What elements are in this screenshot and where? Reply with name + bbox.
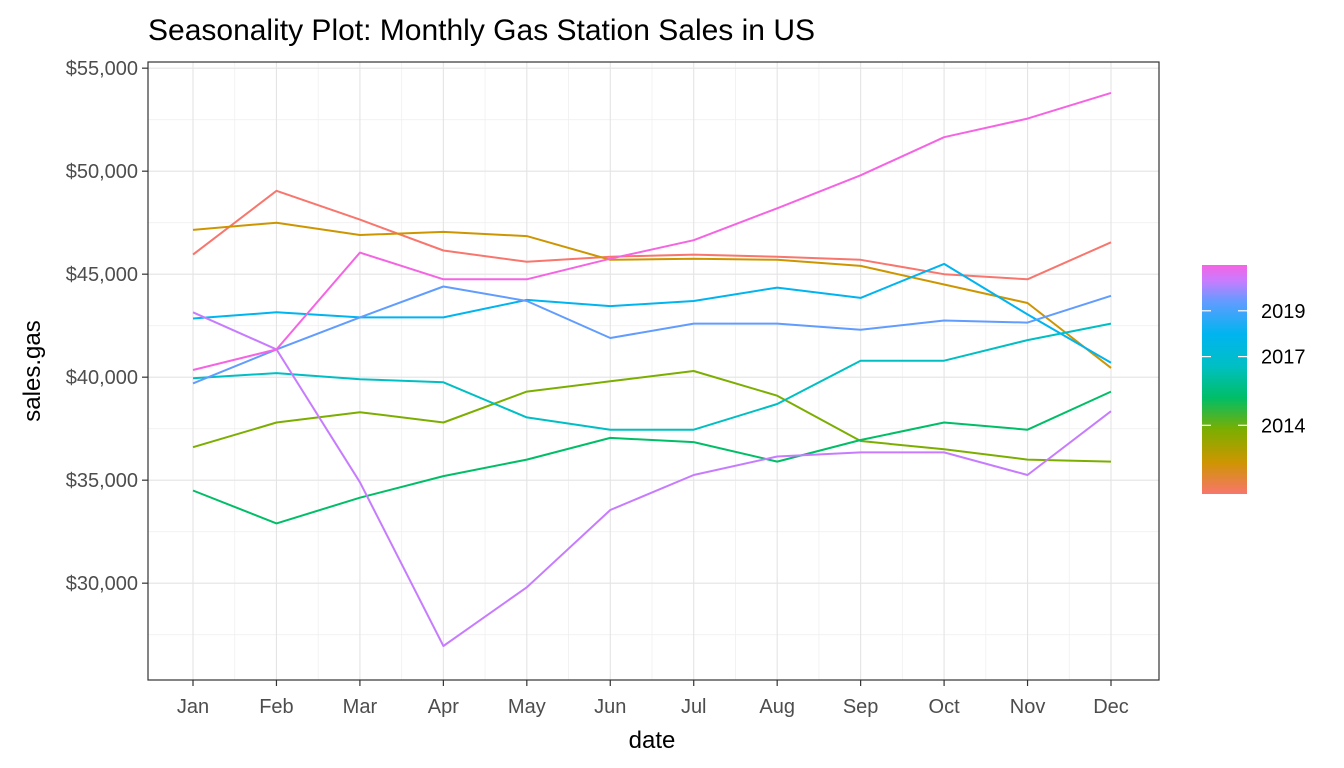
x-tick-label: Feb xyxy=(259,696,293,718)
series-lines xyxy=(192,91,1112,647)
x-tick-label: Jun xyxy=(594,696,626,718)
x-tick-label: Mar xyxy=(343,696,378,718)
series-line-6 xyxy=(192,262,1112,364)
series-line-9 xyxy=(192,91,1112,371)
x-tick-label: Sep xyxy=(843,696,879,718)
legend-tick-label: 2014 xyxy=(1261,415,1306,437)
x-tick-label: Jul xyxy=(681,696,707,718)
x-tick-label: Apr xyxy=(428,696,459,718)
x-tick-label: Nov xyxy=(1010,696,1046,718)
series-line-5 xyxy=(192,322,1112,431)
y-axis: $30,000 $35,000 $40,000 $45,000 $50,000 $55,0… xyxy=(66,58,148,595)
x-tick-label: Dec xyxy=(1093,696,1129,718)
colorbar xyxy=(1202,265,1247,494)
legend-tick-label: 2019 xyxy=(1261,301,1306,323)
chart-title: Seasonality Plot: Monthly Gas Station Sa… xyxy=(148,14,815,47)
x-tick-label: Aug xyxy=(759,696,795,718)
y-tick-label: $45,000 xyxy=(66,264,138,286)
series-line-7 xyxy=(192,285,1112,385)
x-tick-label: May xyxy=(508,696,546,718)
y-tick-label: $30,000 xyxy=(66,573,138,595)
series-line-2 xyxy=(192,221,1112,369)
color-legend: 2014 2017 2019 xyxy=(1202,265,1306,494)
y-tick-label: $55,000 xyxy=(66,58,138,80)
y-axis-title: sales.gas xyxy=(19,320,46,421)
series-line-8 xyxy=(192,311,1112,647)
series-line-4 xyxy=(192,390,1112,525)
grid-lines xyxy=(148,62,1159,680)
series-line-1 xyxy=(192,189,1112,281)
y-tick-label: $50,000 xyxy=(66,161,138,183)
y-tick-label: $40,000 xyxy=(66,367,138,389)
legend-tick-label: 2017 xyxy=(1261,347,1306,369)
y-tick-label: $35,000 xyxy=(66,470,138,492)
x-axis-title: date xyxy=(629,727,676,754)
x-tick-label: Oct xyxy=(929,696,961,718)
x-tick-label: Jan xyxy=(177,696,209,718)
panel-border xyxy=(147,61,1160,681)
x-axis: Jan Feb Mar Apr May Jun Jul Aug Sep Oct Nov Dec xyxy=(177,680,1129,718)
series-line-3 xyxy=(192,370,1112,463)
